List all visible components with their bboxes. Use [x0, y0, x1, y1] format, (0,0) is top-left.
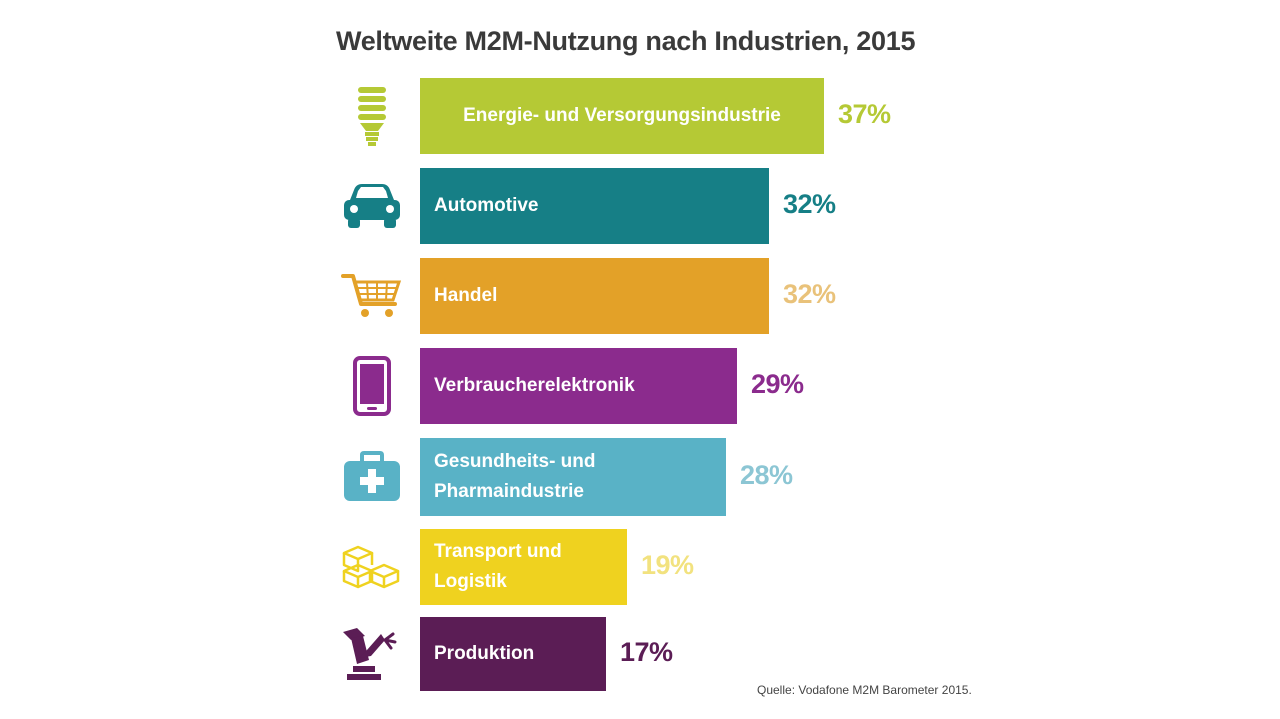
value-label: 19%	[641, 550, 694, 580]
source-note: Quelle: Vodafone M2M Barometer 2015.	[757, 683, 972, 697]
bar: Automotive	[420, 168, 769, 244]
shopping-cart-icon	[338, 258, 406, 334]
bar-label: Energie- und Versorgungsindustrie	[463, 105, 781, 126]
bar-label: Gesundheits- und Pharmaindustrie	[434, 451, 596, 502]
lightbulb-icon	[338, 78, 406, 154]
bar-label: Produktion	[434, 643, 535, 664]
boxes-icon	[338, 529, 406, 605]
chart-title: Weltweite M2M-Nutzung nach Industrien, 2…	[336, 26, 916, 56]
bar: Verbraucherelektronik	[420, 348, 737, 424]
value-label: 32%	[783, 189, 836, 219]
bar-row: Transport und Logistik 19%	[0, 529, 1280, 605]
bar: Transport und Logistik	[420, 529, 627, 605]
bar: Produktion	[420, 617, 606, 691]
car-icon	[338, 168, 406, 244]
medical-kit-icon	[338, 438, 406, 516]
bar-row: Gesundheits- und Pharmaindustrie 28%	[0, 438, 1280, 516]
bar-row: Handel 32%	[0, 258, 1280, 334]
value-label: 29%	[751, 369, 804, 399]
bar-row: Energie- und Versorgungsindustrie 37%	[0, 78, 1280, 154]
robot-arm-icon	[338, 617, 406, 691]
bar-label: Verbraucherelektronik	[434, 375, 635, 396]
value-label: 17%	[620, 637, 673, 667]
bar: Energie- und Versorgungsindustrie	[420, 78, 824, 154]
bar-row: Verbraucherelektronik 29%	[0, 348, 1280, 424]
bar-row: Automotive 32%	[0, 168, 1280, 244]
smartphone-icon	[338, 348, 406, 424]
value-label: 37%	[838, 99, 891, 129]
value-label: 28%	[740, 460, 793, 490]
bar: Gesundheits- und Pharmaindustrie	[420, 438, 726, 516]
bar: Handel	[420, 258, 769, 334]
bar-label: Automotive	[434, 195, 539, 216]
bar-label: Handel	[434, 285, 498, 306]
value-label: 32%	[783, 279, 836, 309]
bar-label: Transport und Logistik	[434, 541, 562, 592]
bar-row: Produktion 17%	[0, 617, 1280, 691]
